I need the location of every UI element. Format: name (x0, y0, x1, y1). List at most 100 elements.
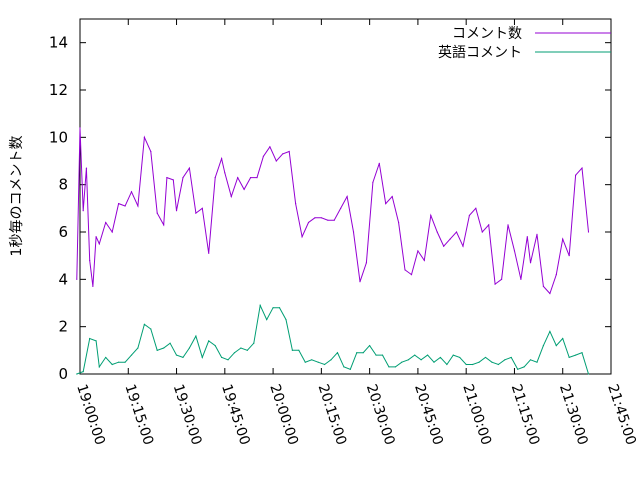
data-point (385, 203, 387, 205)
y-axis-ticks: 0 2 4 6 8 10 12 14 (49, 34, 611, 383)
legend-label-2: 英語コメント (438, 44, 522, 61)
data-point (356, 352, 358, 354)
data-point (111, 363, 113, 366)
data-point (214, 176, 216, 179)
data-point (523, 366, 525, 368)
data-point (391, 195, 393, 198)
y-tick-label: 0 (58, 365, 68, 383)
y-tick-label: 2 (58, 318, 68, 336)
data-point (130, 191, 133, 193)
data-point (307, 221, 310, 224)
data-point (529, 359, 532, 361)
data-point (562, 337, 564, 340)
data-point (98, 243, 100, 245)
data-point (143, 323, 145, 325)
data-point (581, 167, 583, 169)
data-point (500, 278, 503, 280)
data-point (488, 224, 490, 226)
legend-label-1: コメント数 (452, 26, 522, 42)
data-point (118, 361, 120, 363)
data-point (82, 371, 84, 373)
data-point (143, 136, 145, 138)
data-point (510, 356, 512, 359)
y-tick-label: 14 (49, 34, 68, 52)
data-point (526, 236, 528, 238)
data-point (372, 181, 374, 183)
data-point (105, 356, 107, 359)
data-point (327, 219, 329, 221)
y-tick-label: 10 (49, 128, 68, 146)
data-point (404, 269, 406, 271)
data-point (459, 356, 461, 359)
data-point (394, 366, 396, 368)
data-point (320, 217, 322, 219)
data-point (504, 359, 506, 361)
data-point (314, 217, 316, 219)
data-point (439, 356, 442, 359)
data-point (423, 259, 425, 261)
data-point (562, 238, 564, 240)
data-point (262, 155, 265, 157)
data-point (249, 176, 252, 179)
data-point (494, 283, 496, 285)
data-point (311, 359, 313, 361)
data-point (352, 231, 355, 233)
data-point (124, 361, 126, 363)
data-point (365, 262, 368, 264)
data-point (124, 205, 126, 207)
data-point (237, 176, 239, 179)
data-point (452, 354, 454, 356)
data-point (340, 207, 342, 209)
data-point (98, 366, 100, 368)
data-point (285, 318, 287, 321)
data-point (426, 354, 429, 356)
data-point (475, 207, 477, 209)
data-point (375, 354, 377, 356)
series-layer (76, 127, 590, 375)
data-point (275, 160, 277, 162)
data-point (291, 349, 293, 351)
data-point (243, 188, 245, 190)
data-point (278, 307, 281, 309)
data-point (568, 255, 570, 257)
data-point (182, 176, 184, 179)
data-point (398, 221, 400, 224)
data-point (414, 354, 416, 356)
data-point (349, 368, 351, 370)
data-point (288, 150, 290, 153)
data-point (233, 352, 236, 354)
data-point (137, 205, 139, 207)
data-point (175, 354, 178, 356)
data-point (575, 354, 577, 356)
data-point (163, 224, 165, 226)
data-point (150, 328, 152, 330)
data-point (301, 236, 303, 238)
data-point (359, 281, 361, 283)
data-point (381, 354, 384, 356)
data-point (549, 330, 551, 332)
data-point (175, 210, 178, 212)
data-point (156, 212, 158, 214)
data-point (240, 347, 242, 349)
data-point (182, 356, 184, 359)
data-point (455, 231, 458, 233)
data-point (76, 373, 78, 375)
series-line-1 (76, 127, 589, 295)
data-point (272, 307, 274, 309)
data-point (298, 349, 300, 351)
data-point (188, 347, 191, 349)
data-point (208, 340, 210, 342)
data-point (517, 368, 519, 370)
data-point (79, 127, 81, 129)
data-point (388, 366, 390, 368)
data-point (317, 361, 319, 363)
data-point (304, 361, 306, 363)
data-point (362, 352, 364, 354)
data-point (513, 250, 516, 252)
data-point (85, 167, 88, 169)
data-point (484, 356, 487, 359)
data-point (549, 292, 551, 295)
data-point (542, 285, 545, 288)
